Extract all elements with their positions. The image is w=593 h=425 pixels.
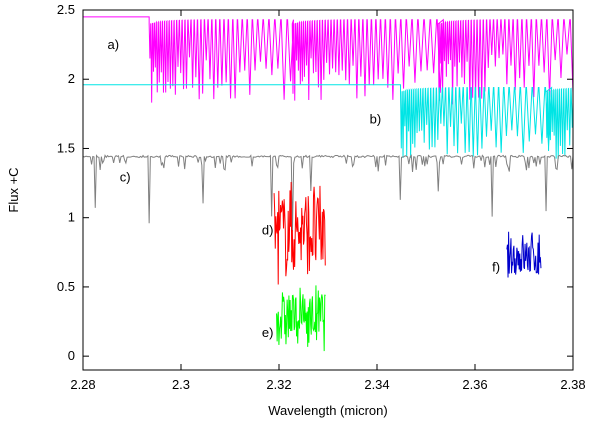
series-label-layer: a) b) c) d) e) f) [108, 37, 501, 340]
y-tick-label: 0 [68, 348, 75, 363]
y-axis-title: Flux +C [6, 167, 21, 212]
plot-frame [82, 9, 574, 371]
y-tick-label: 2.5 [57, 2, 75, 17]
series-label-e: e) [262, 325, 274, 340]
series-line-f [506, 231, 542, 278]
series-label-a: a) [108, 37, 120, 52]
x-tick-label: 2.32 [266, 377, 291, 392]
x-tick-label: 2.28 [70, 377, 95, 392]
y-tick-label: 2 [68, 71, 75, 86]
series-line-e [276, 285, 326, 352]
y-tick-label: 1 [68, 210, 75, 225]
x-tick-label: 2.3 [172, 377, 190, 392]
series-line-d [273, 181, 326, 285]
series-label-f: f) [492, 260, 500, 275]
y-tick-label: 0.5 [57, 279, 75, 294]
x-axis-title: Wavelength (micron) [268, 403, 387, 418]
series-line-a [83, 16, 573, 105]
x-tick-label: 2.36 [462, 377, 487, 392]
series-label-b: b) [370, 112, 382, 127]
series-label-c: c) [120, 170, 131, 185]
series-line-c [83, 154, 573, 232]
x-tick-label: 2.38 [560, 377, 585, 392]
tick-layer: 2.28 2.3 2.32 2.34 2.36 2.38 0 0.5 1 1.5 2 2.5 [57, 2, 586, 392]
y-tick-label: 1.5 [57, 140, 75, 155]
x-tick-label: 2.34 [364, 377, 389, 392]
series-layer [83, 16, 573, 352]
series-label-d: d) [262, 222, 274, 237]
series-line-b [83, 84, 573, 159]
